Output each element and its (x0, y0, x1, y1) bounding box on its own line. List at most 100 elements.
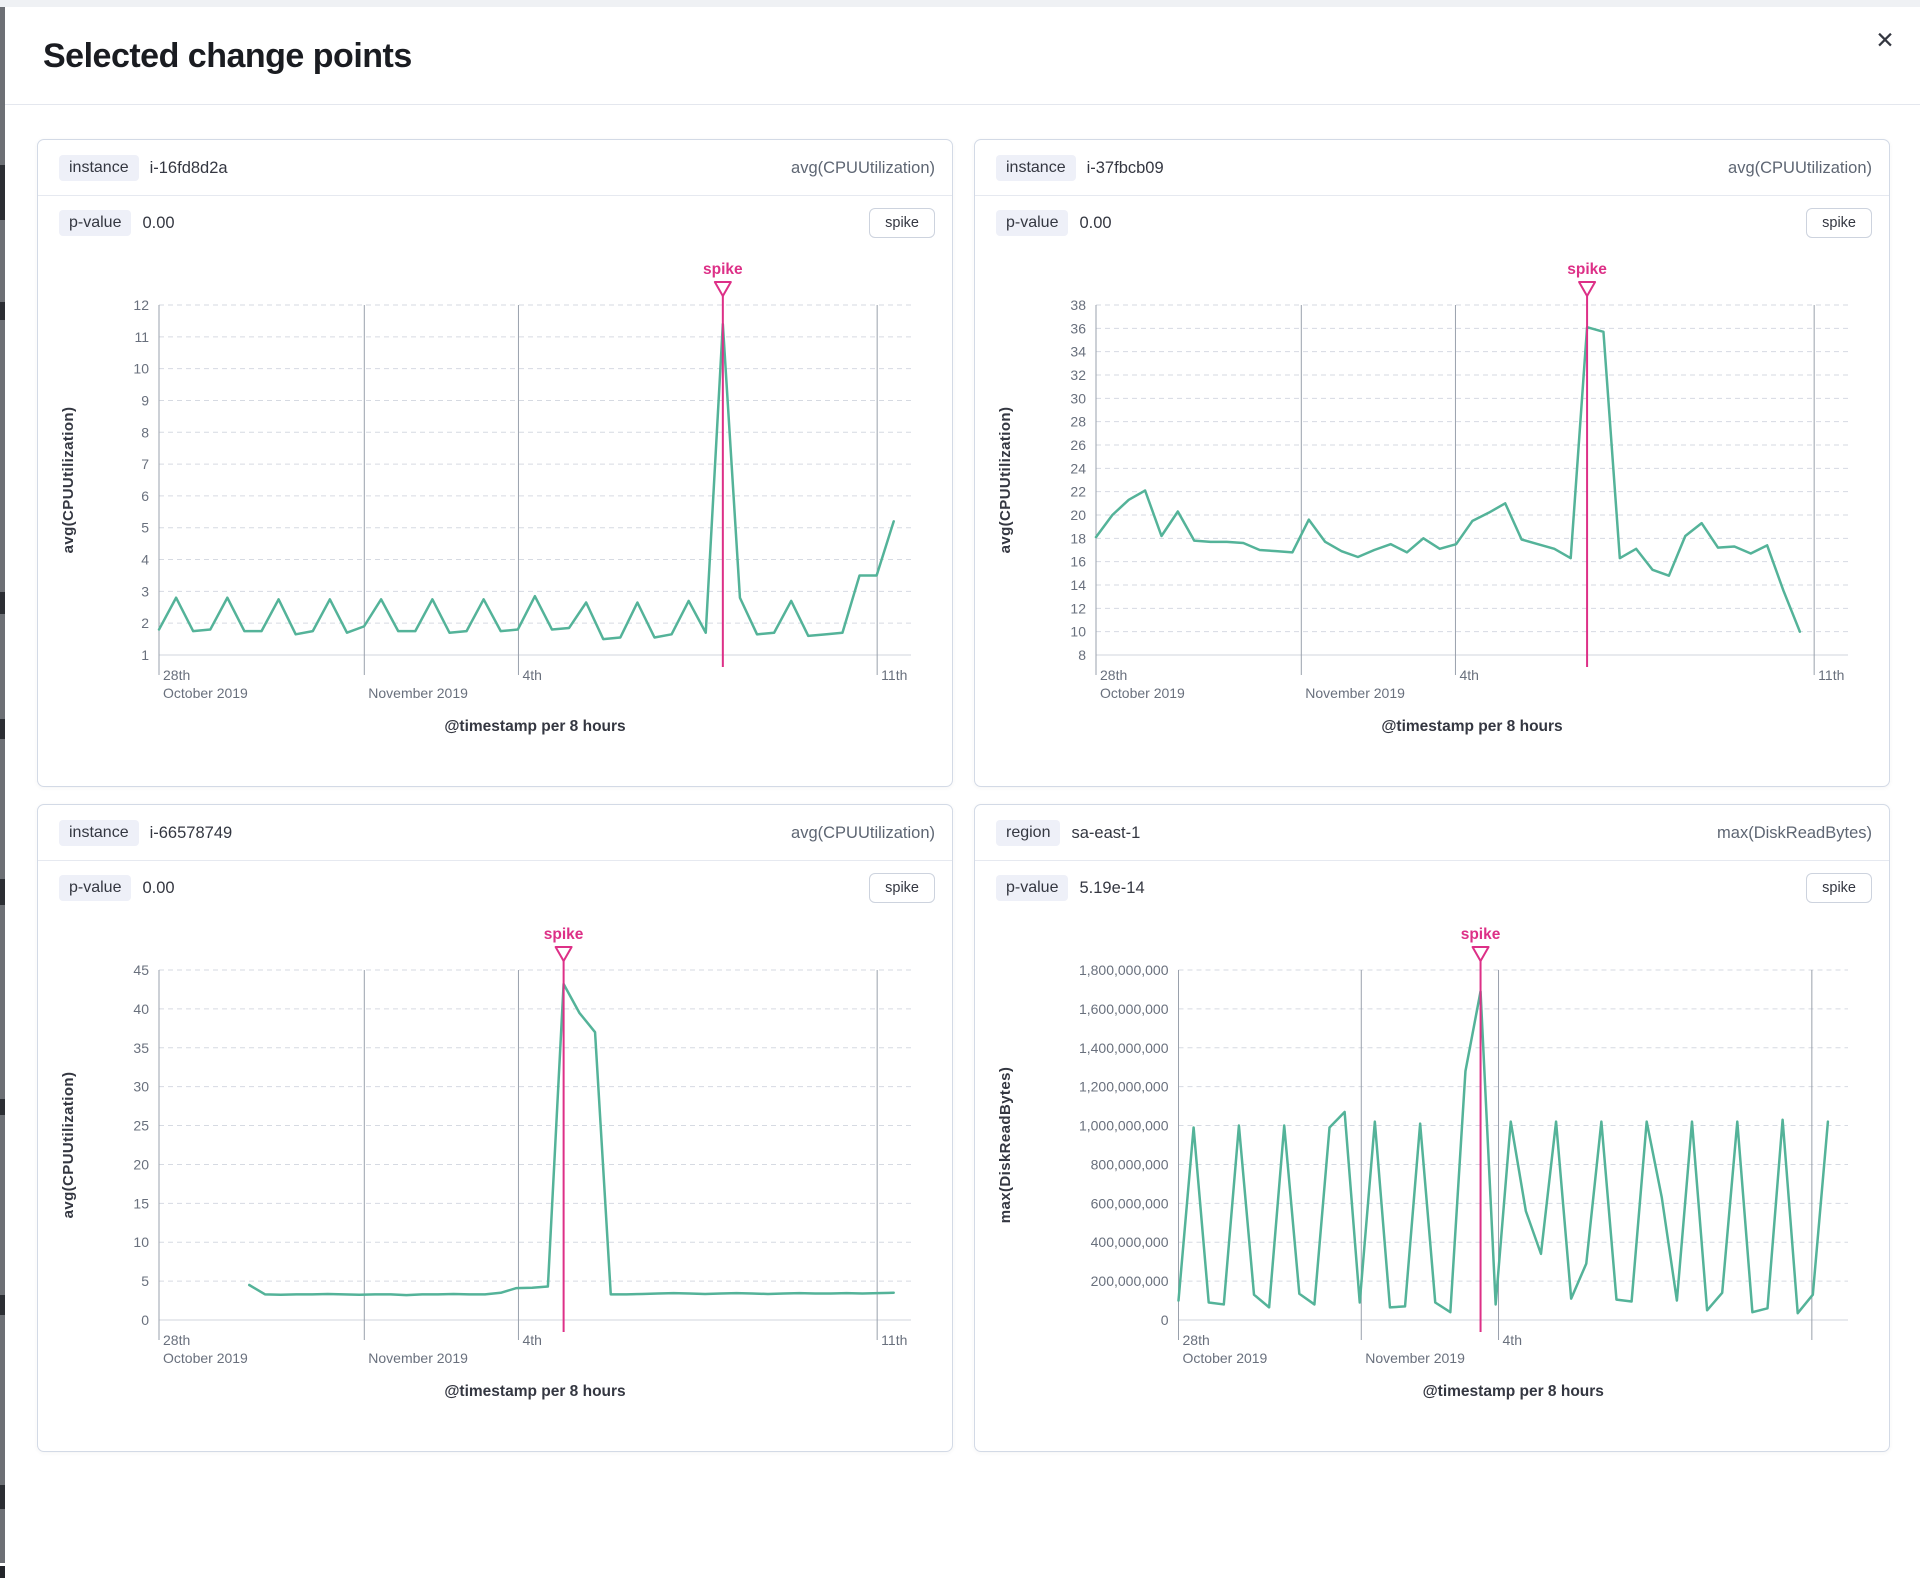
group-field-badge: instance (996, 155, 1076, 181)
svg-text:spike: spike (1567, 261, 1607, 278)
svg-text:1: 1 (141, 647, 149, 663)
pvalue-badge: p-value (996, 875, 1069, 901)
svg-text:18: 18 (1070, 530, 1086, 546)
svg-text:4th: 4th (522, 1332, 541, 1348)
svg-text:11: 11 (134, 329, 149, 345)
svg-text:30: 30 (133, 1079, 149, 1095)
svg-text:9: 9 (141, 392, 149, 408)
svg-text:1,800,000,000: 1,800,000,000 (1079, 962, 1169, 978)
pvalue-value: 5.19e-14 (1079, 878, 1145, 897)
svg-text:1,000,000,000: 1,000,000,000 (1079, 1118, 1169, 1134)
change-points-grid: instance i-16fd8d2a avg(CPUUtilization) … (5, 105, 1920, 1452)
svg-text:28th: 28th (1183, 1332, 1210, 1348)
metric-label: avg(CPUUtilization) (791, 823, 935, 842)
panel-pvalue-row: p-value 0.00 spike (38, 196, 952, 240)
svg-text:6: 6 (141, 488, 149, 504)
svg-text:11th: 11th (1818, 667, 1844, 683)
group-field-badge: region (996, 820, 1061, 846)
group-field-badge: instance (59, 820, 139, 846)
svg-text:spike: spike (1461, 926, 1501, 943)
page-title: Selected change points (43, 37, 412, 75)
change-type-spike-button[interactable]: spike (869, 873, 935, 903)
svg-text:600,000,000: 600,000,000 (1091, 1195, 1169, 1211)
panel-pvalue-row: p-value 5.19e-14 spike (975, 861, 1889, 905)
metric-label: avg(CPUUtilization) (1728, 158, 1872, 177)
svg-text:1,200,000,000: 1,200,000,000 (1079, 1079, 1169, 1095)
svg-text:11th: 11th (881, 1332, 907, 1348)
svg-text:28th: 28th (1100, 667, 1127, 683)
svg-text:35: 35 (133, 1040, 149, 1056)
svg-text:8: 8 (1078, 647, 1086, 663)
panel-header-row: region sa-east-1 max(DiskReadBytes) (975, 805, 1889, 861)
close-icon[interactable]: ✕ (1868, 23, 1902, 57)
svg-text:15: 15 (133, 1195, 149, 1211)
change-point-panel: region sa-east-1 max(DiskReadBytes) p-va… (974, 804, 1890, 1452)
svg-text:28: 28 (1070, 414, 1086, 430)
metric-label: max(DiskReadBytes) (1717, 823, 1872, 842)
change-type-spike-button[interactable]: spike (869, 208, 935, 238)
svg-text:max(DiskReadBytes): max(DiskReadBytes) (997, 1067, 1014, 1223)
selected-change-points-modal: Selected change points ✕ instance i-16fd… (5, 7, 1920, 1578)
svg-text:12: 12 (133, 297, 149, 313)
svg-text:7: 7 (141, 456, 149, 472)
svg-text:avg(CPUUtilization): avg(CPUUtilization) (997, 407, 1014, 554)
svg-text:@timestamp per 8 hours: @timestamp per 8 hours (1423, 1383, 1604, 1400)
svg-text:October 2019: October 2019 (1100, 685, 1185, 701)
svg-text:5: 5 (141, 1273, 149, 1289)
svg-text:32: 32 (1070, 367, 1086, 383)
svg-text:26: 26 (1070, 437, 1086, 453)
group-field-value: i-37fbcb09 (1086, 158, 1164, 177)
pvalue-badge: p-value (59, 875, 132, 901)
change-point-panel: instance i-37fbcb09 avg(CPUUtilization) … (974, 139, 1890, 787)
svg-text:@timestamp per 8 hours: @timestamp per 8 hours (444, 718, 625, 735)
svg-text:12: 12 (1070, 600, 1086, 616)
svg-text:4th: 4th (522, 667, 541, 683)
change-type-spike-button[interactable]: spike (1806, 873, 1872, 903)
group-field-badge: instance (59, 155, 139, 181)
change-point-panel: instance i-66578749 avg(CPUUtilization) … (37, 804, 953, 1452)
change-point-chart: 0 5 10 15 20 25 30 35 40 45 28th October 2019 Novemb… (60, 926, 911, 1400)
svg-text:30: 30 (1070, 390, 1086, 406)
page-edge-mark (0, 1566, 7, 1578)
svg-text:24: 24 (1070, 460, 1086, 476)
modal-header: Selected change points ✕ (5, 7, 1920, 105)
svg-text:3: 3 (141, 583, 149, 599)
svg-text:10: 10 (1070, 624, 1086, 640)
svg-text:10: 10 (133, 361, 149, 377)
svg-text:spike: spike (703, 261, 743, 278)
svg-text:avg(CPUUtilization): avg(CPUUtilization) (60, 1072, 77, 1219)
panel-pvalue-row: p-value 0.00 spike (38, 861, 952, 905)
svg-text:spike: spike (544, 926, 584, 943)
svg-text:November 2019: November 2019 (368, 685, 468, 701)
svg-text:8: 8 (141, 424, 149, 440)
svg-text:20: 20 (1070, 507, 1086, 523)
group-field-value: sa-east-1 (1071, 823, 1141, 842)
svg-text:October 2019: October 2019 (1183, 1350, 1268, 1366)
svg-text:1,600,000,000: 1,600,000,000 (1079, 1001, 1169, 1017)
group-field-value: i-66578749 (149, 823, 233, 842)
svg-text:@timestamp per 8 hours: @timestamp per 8 hours (444, 1383, 625, 1400)
svg-text:800,000,000: 800,000,000 (1091, 1156, 1169, 1172)
svg-text:November 2019: November 2019 (368, 1350, 468, 1366)
svg-text:16: 16 (1070, 554, 1086, 570)
panel-header-row: instance i-37fbcb09 avg(CPUUtilization) (975, 140, 1889, 196)
svg-text:11th: 11th (881, 667, 907, 683)
pvalue-badge: p-value (59, 210, 132, 236)
svg-text:36: 36 (1070, 320, 1086, 336)
svg-text:@timestamp per 8 hours: @timestamp per 8 hours (1381, 718, 1562, 735)
change-point-panel: instance i-16fd8d2a avg(CPUUtilization) … (37, 139, 953, 787)
metric-label: avg(CPUUtilization) (791, 158, 935, 177)
change-point-chart: 8 10 12 14 16 18 20 22 24 26 28 30 32 34 36 38 28th Octob… (997, 261, 1848, 735)
change-type-spike-button[interactable]: spike (1806, 208, 1872, 238)
svg-text:1,400,000,000: 1,400,000,000 (1079, 1040, 1169, 1056)
page-edge-top (0, 0, 1920, 7)
pvalue-value: 0.00 (142, 878, 175, 897)
svg-text:38: 38 (1070, 297, 1086, 313)
svg-text:400,000,000: 400,000,000 (1091, 1234, 1169, 1250)
svg-text:4th: 4th (1459, 667, 1478, 683)
svg-text:14: 14 (1070, 577, 1086, 593)
svg-text:200,000,000: 200,000,000 (1091, 1273, 1169, 1289)
panel-header-row: instance i-66578749 avg(CPUUtilization) (38, 805, 952, 861)
svg-text:avg(CPUUtilization): avg(CPUUtilization) (60, 407, 77, 554)
